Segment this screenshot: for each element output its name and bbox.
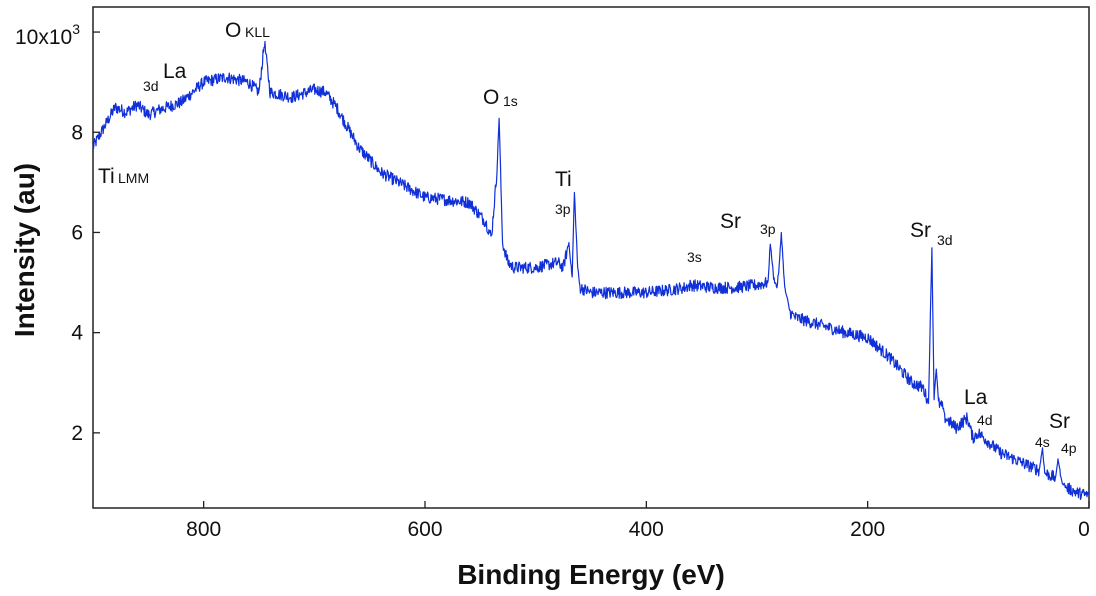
annotation-main: La [964,386,988,409]
y-axis-title: Intensity (au) [9,163,40,337]
annotation-sr-4s: 4s [1035,434,1050,450]
annotation-sub: 4s [1035,434,1050,450]
annotation-sr-3p: 3p [760,221,776,237]
annotation-la-3d: 3d La [143,60,187,94]
annotation-sr-3s: Sr 3s [687,210,741,265]
annotation-main: Ti [98,165,115,188]
x-tick-label: 200 [850,518,885,541]
annotation-sub: KLL [245,24,270,40]
svg-text:10x103: 10x103 [15,21,80,49]
y-tick-label: 8 [71,121,83,144]
y-tick-label: 4 [71,322,83,345]
annotation-main: Ti [555,168,572,191]
annotation-main: Sr [910,219,931,242]
y-top-label: 10x103 [15,21,80,49]
annotation-la-4d: La 4d [964,386,993,428]
y-tick-label: 2 [71,422,83,445]
x-tick-label: 800 [186,518,221,541]
annotation-sub: LMM [118,170,149,186]
annotation-sub: 4p [1061,440,1077,456]
annotation-sr-4p: Sr 4p [1049,410,1077,456]
annotation-main: O [225,19,241,42]
y-top-label-base: 10x10 [15,26,72,49]
ticks-layer: 800 600 400 200 0 2 4 6 8 [71,31,1090,541]
y-tick-label: 6 [71,221,83,244]
annotation-main: La [163,60,187,83]
plot-frame [92,6,1090,509]
x-axis-title: Binding Energy (eV) [457,559,725,590]
annotation-o-kll: O KLL [225,19,270,42]
annotation-sub: 3d [937,232,953,248]
spectrum-line-0 [92,40,1090,501]
annotation-sub: 4d [977,412,993,428]
annotation-sub: 3p [555,201,571,217]
y-top-label-exponent: 3 [72,21,80,37]
annotation-ti-3p: Ti 3p [555,168,572,217]
annotation-o-1s: O 1s [483,86,518,109]
annotation-sub: 1s [503,93,518,109]
series-layer [92,40,1090,501]
annotation-sub: 3p [760,221,776,237]
x-tick-label: 600 [407,518,442,541]
x-tick-label: 0 [1078,518,1090,541]
annotation-sr-3d: Sr 3d [910,219,953,248]
x-tick-label: 400 [629,518,664,541]
annotation-sub: 3s [687,249,702,265]
annotation-main: Sr [720,210,741,233]
annotation-main: O [483,86,499,109]
annotation-main: Sr [1049,410,1070,433]
annotation-sub: 3d [143,78,159,94]
annotation-ti-lmm: Ti LMM [98,165,149,188]
